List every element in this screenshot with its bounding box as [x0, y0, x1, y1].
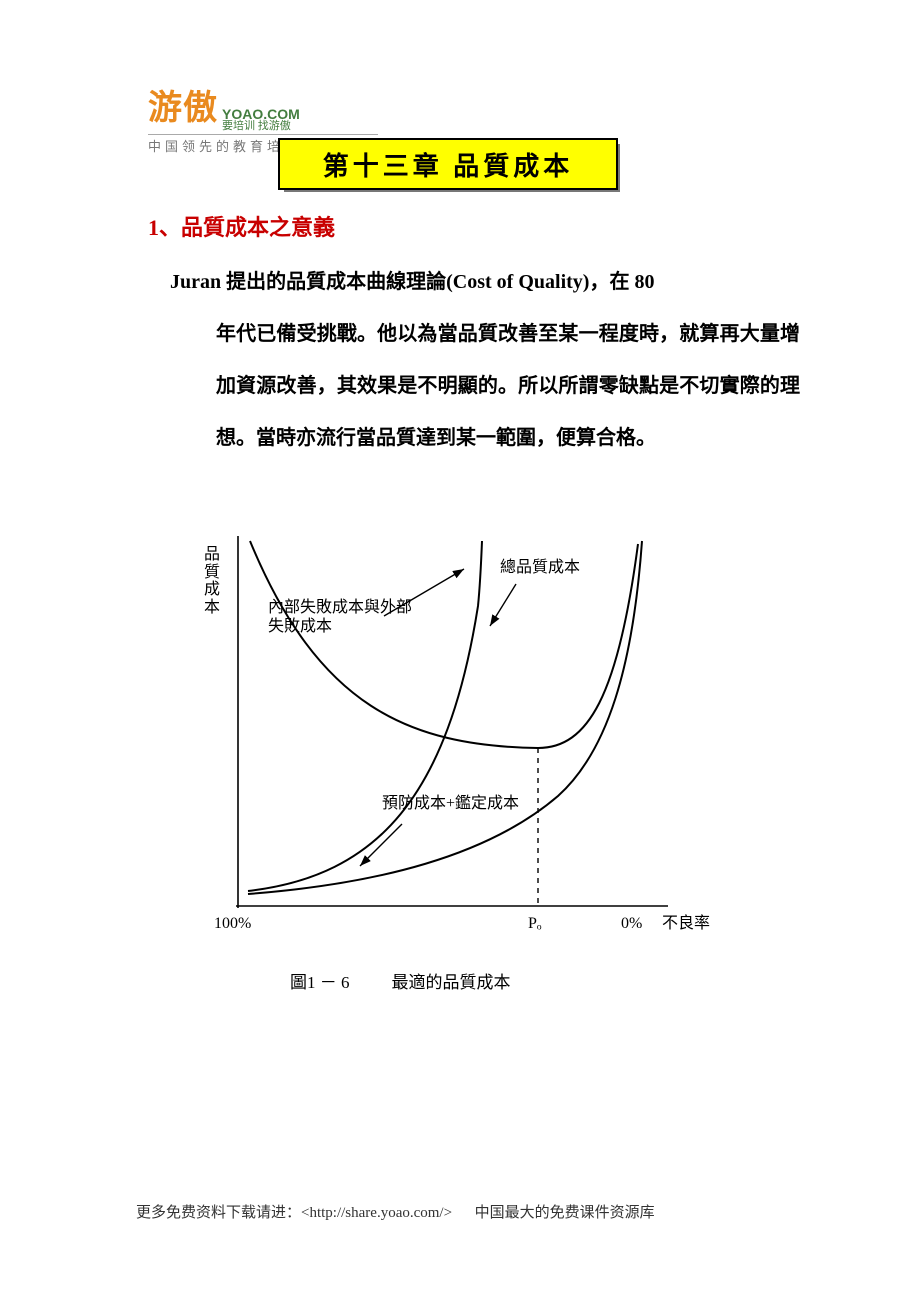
section-heading: 1、品質成本之意義	[148, 210, 335, 242]
body-paragraph: Juran 提出的品質成本曲線理論(Cost of Quality)，在 80 …	[170, 256, 800, 464]
prevention-cost-label: 預防成本+鑑定成本	[382, 794, 519, 813]
page-footer: 更多免费资料下载请进：<http://share.yoao.com/> 中国最大…	[136, 1201, 655, 1222]
logo-cn-text: 游傲	[148, 80, 218, 129]
x-tick-100: 100%	[214, 914, 251, 933]
cost-of-quality-chart: 品質成本 內部失敗成本與外部失敗成本 總品質成本 預防成本+鑑定成本 100% …	[210, 536, 730, 966]
chapter-title-box: 第十三章 品質成本	[278, 138, 618, 190]
footer-right: 中国最大的免费课件资源库	[475, 1205, 655, 1221]
body-first-line: Juran 提出的品質成本曲線理論(Cost of Quality)，在 80	[170, 256, 800, 308]
caption-number: 圖1 － 6	[290, 968, 350, 993]
body-rest: 年代已備受挑戰。他以為當品質改善至某一程度時，就算再大量增加資源改善，其效果是不…	[170, 308, 800, 464]
logo-divider	[148, 134, 378, 135]
footer-left: 更多免费资料下载请进：<http://share.yoao.com/>	[136, 1205, 452, 1221]
x-tick-po: Pₒ	[528, 914, 542, 933]
figure-caption: 圖1 － 6 最適的品質成本	[210, 968, 511, 993]
chart-svg	[228, 536, 668, 911]
caption-text: 最適的品質成本	[392, 968, 511, 993]
failure-cost-label: 內部失敗成本與外部失敗成本	[268, 598, 418, 636]
logo-en-text: YOAO.COM	[222, 107, 300, 121]
logo-slogan: 要培训 找游傲	[222, 121, 300, 132]
x-axis-label: 不良率	[662, 914, 710, 933]
x-tick-0: 0%	[621, 914, 642, 933]
chart-y-axis-label: 品質成本	[204, 546, 222, 616]
total-cost-label: 總品質成本	[500, 558, 580, 577]
chapter-title: 第十三章 品質成本	[278, 138, 618, 190]
document-page: 游傲 YOAO.COM 要培训 找游傲 中国领先的教育培训平台 第十三章 品質成…	[0, 0, 920, 120]
